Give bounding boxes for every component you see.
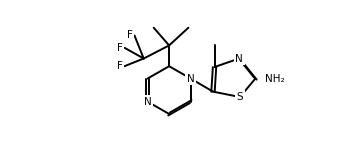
Text: N: N — [144, 97, 152, 107]
Text: S: S — [237, 92, 243, 102]
Text: F: F — [117, 43, 123, 53]
Text: F: F — [117, 61, 123, 71]
Text: F: F — [127, 30, 133, 40]
Text: N: N — [187, 74, 195, 83]
Text: N: N — [235, 54, 243, 63]
Text: NH₂: NH₂ — [265, 74, 285, 83]
